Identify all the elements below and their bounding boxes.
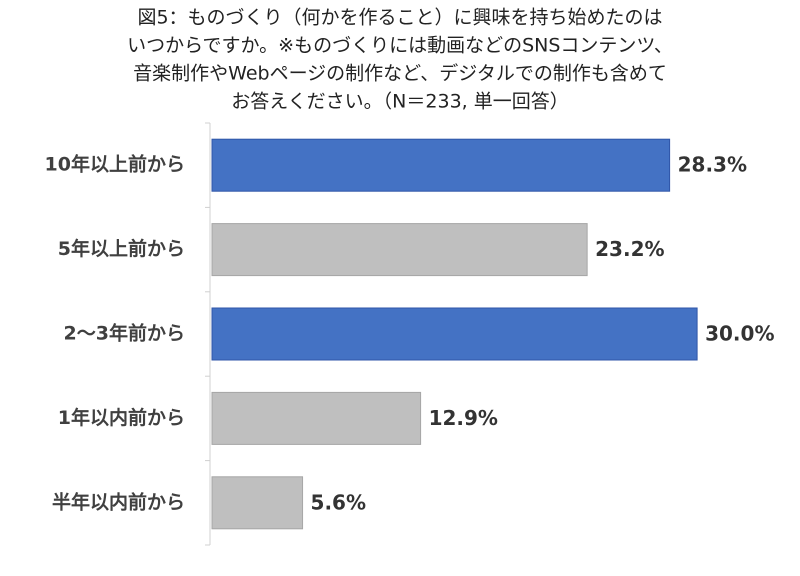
bar bbox=[211, 391, 422, 445]
value-label: 28.3% bbox=[678, 153, 747, 177]
bar bbox=[211, 307, 698, 361]
bar bbox=[211, 223, 588, 277]
chart-title: お答えください。（N＝233, 単一回答） bbox=[231, 91, 569, 113]
y-tick-label: 半年以内前から bbox=[52, 490, 185, 513]
chart-title: 図5：ものづくり（何かを作ること）に興味を持ち始めたのは bbox=[137, 7, 662, 29]
bar bbox=[211, 476, 304, 530]
y-tick-label: 5年以上前から bbox=[58, 237, 185, 260]
value-label: 12.9% bbox=[429, 406, 498, 430]
chart-title: 音楽制作やWebページの制作など、デジタルでの制作も含めて bbox=[133, 63, 667, 85]
y-tick-label: 1年以内前から bbox=[58, 406, 185, 429]
value-label: 30.0% bbox=[705, 322, 774, 346]
y-tick-label: 10年以上前から bbox=[45, 153, 185, 176]
value-label: 23.2% bbox=[595, 237, 664, 261]
value-label: 5.6% bbox=[311, 490, 366, 514]
chart-title: いつからですか。※ものづくりには動画などのSNSコンテンツ、 bbox=[127, 35, 673, 57]
bar bbox=[211, 138, 671, 192]
y-tick-label: 2～3年前から bbox=[64, 322, 185, 345]
